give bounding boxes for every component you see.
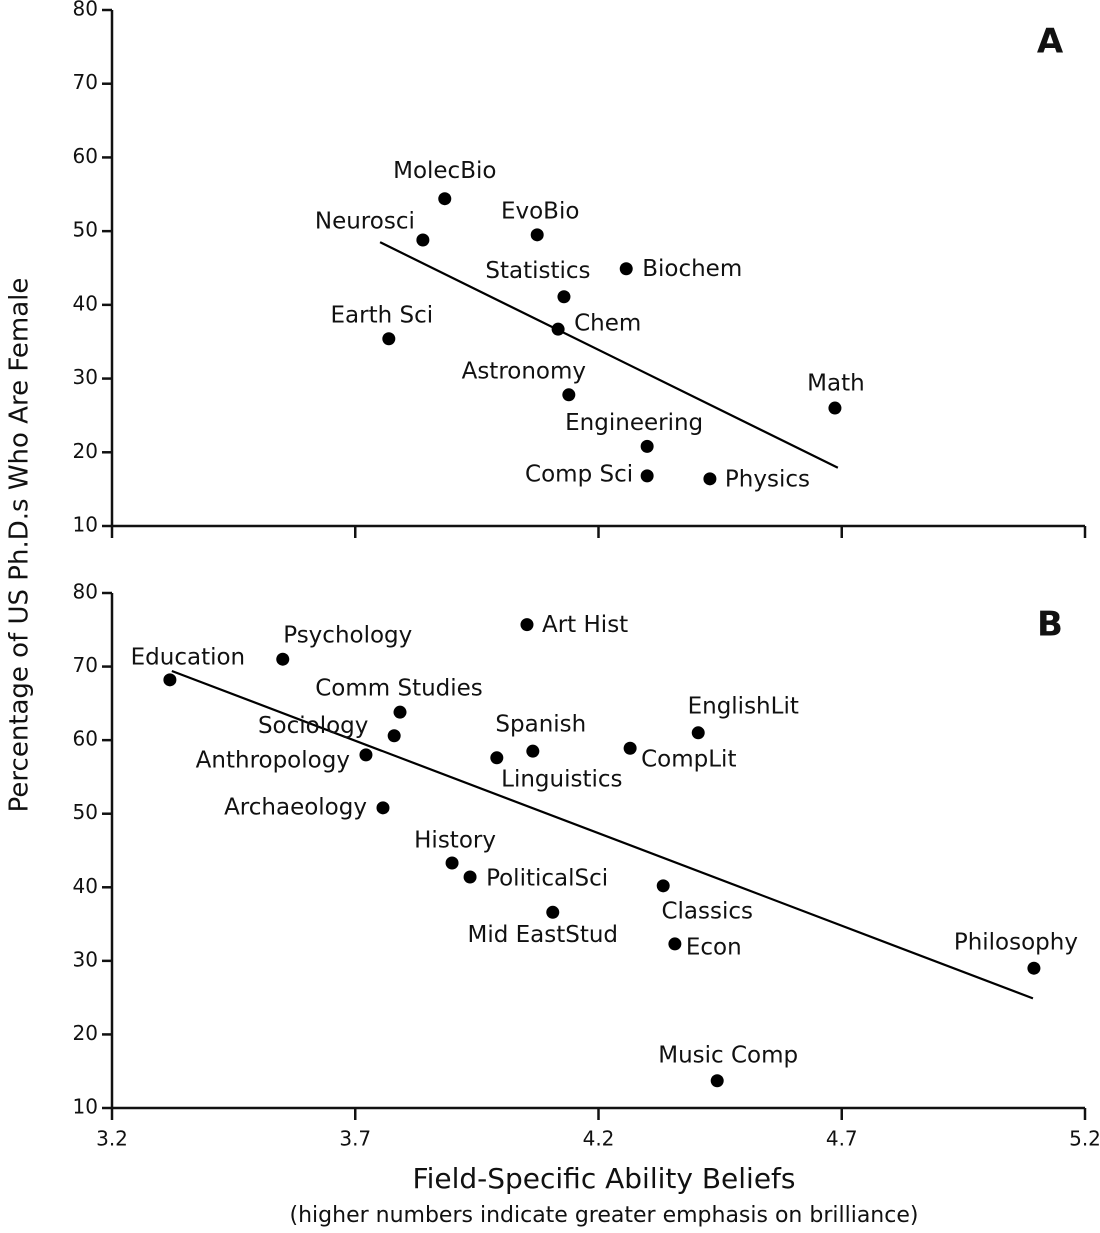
y-tick-label: 30 [73,947,98,971]
panel-letter: A [1037,22,1064,62]
point-label: Math [807,371,865,397]
point [668,937,682,951]
point [520,618,534,632]
point [656,879,670,893]
point-label: Econ [686,934,742,960]
x-axis-label: Field-Specific Ability Beliefs [413,1162,796,1195]
point [463,870,477,884]
point-label: Philosophy [954,930,1078,956]
point [546,905,560,919]
y-axis-label: Percentage of US Ph.D.s Who Are Female [5,278,35,813]
y-tick-label: 50 [73,800,98,824]
y-tick-label: 80 [73,0,98,21]
point-label: Biochem [642,256,742,282]
point-label: Engineering [565,410,703,436]
x-tick-label: 3.2 [96,1127,128,1151]
y-tick-label: 80 [73,580,98,604]
point [526,744,540,758]
point-label: Physics [725,466,810,492]
point [551,322,565,336]
point [640,469,654,483]
point [438,192,452,206]
y-tick-label: 10 [73,513,98,537]
y-tick-label: 10 [73,1095,98,1119]
point-label: Music Comp [658,1042,798,1068]
y-tick-label: 50 [73,218,98,242]
point-label: Spanish [495,712,586,738]
point-label: Sociology [258,713,368,739]
x-axis-note: (higher numbers indicate greater emphasi… [290,1203,919,1228]
point [691,726,705,740]
point [1027,961,1041,975]
point-label: History [414,828,496,854]
y-tick-label: 40 [73,874,98,898]
point-label: Archaeology [224,794,367,820]
point [445,856,459,870]
y-tick-label: 20 [73,439,98,463]
point-label: Psychology [283,623,412,649]
point [382,332,396,346]
y-tick-label: 40 [73,291,98,315]
point [557,290,571,304]
point [376,801,390,815]
point-label: Neurosci [315,208,415,234]
point [828,401,842,415]
point-label: Astronomy [462,358,586,384]
y-tick-label: 70 [73,70,98,94]
point-label: Art Hist [542,612,628,638]
point-label: CompLit [641,747,736,773]
point [703,472,717,486]
point [163,673,177,687]
point-label: Comm Studies [315,676,483,702]
x-tick-label: 5.2 [1069,1127,1100,1151]
point [359,748,373,762]
point [710,1074,724,1088]
trend-line [379,241,839,469]
x-tick-label: 4.7 [826,1127,858,1151]
point-label: EnglishLit [688,693,799,719]
x-tick-label: 3.7 [339,1127,371,1151]
y-tick-label: 60 [73,144,98,168]
x-tick-label: 4.2 [583,1127,615,1151]
point [619,262,633,276]
point [276,652,290,666]
y-tick-label: 20 [73,1021,98,1045]
panel-letter: B [1037,605,1063,645]
point [530,228,544,242]
y-tick-label: 60 [73,727,98,751]
point-label: Earth Sci [331,302,434,328]
point-label: Anthropology [196,747,350,773]
y-tick-label: 30 [73,365,98,389]
point-label: Classics [661,898,753,924]
point-label: MolecBio [393,158,496,184]
trend-line [171,669,1034,1000]
point [640,439,654,453]
point [623,741,637,755]
y-tick-label: 70 [73,653,98,677]
point-label: Chem [574,311,641,337]
point-label: EvoBio [501,198,579,224]
point-label: Linguistics [501,766,622,792]
point [490,751,504,765]
point [416,233,430,247]
point [393,705,407,719]
point-label: Mid EastStud [467,922,618,948]
point-label: Statistics [485,258,590,284]
point [562,388,576,402]
point-label: Comp Sci [525,461,633,487]
point-label: PoliticalSci [486,865,608,891]
point [387,729,401,743]
point-label: Education [131,644,246,670]
